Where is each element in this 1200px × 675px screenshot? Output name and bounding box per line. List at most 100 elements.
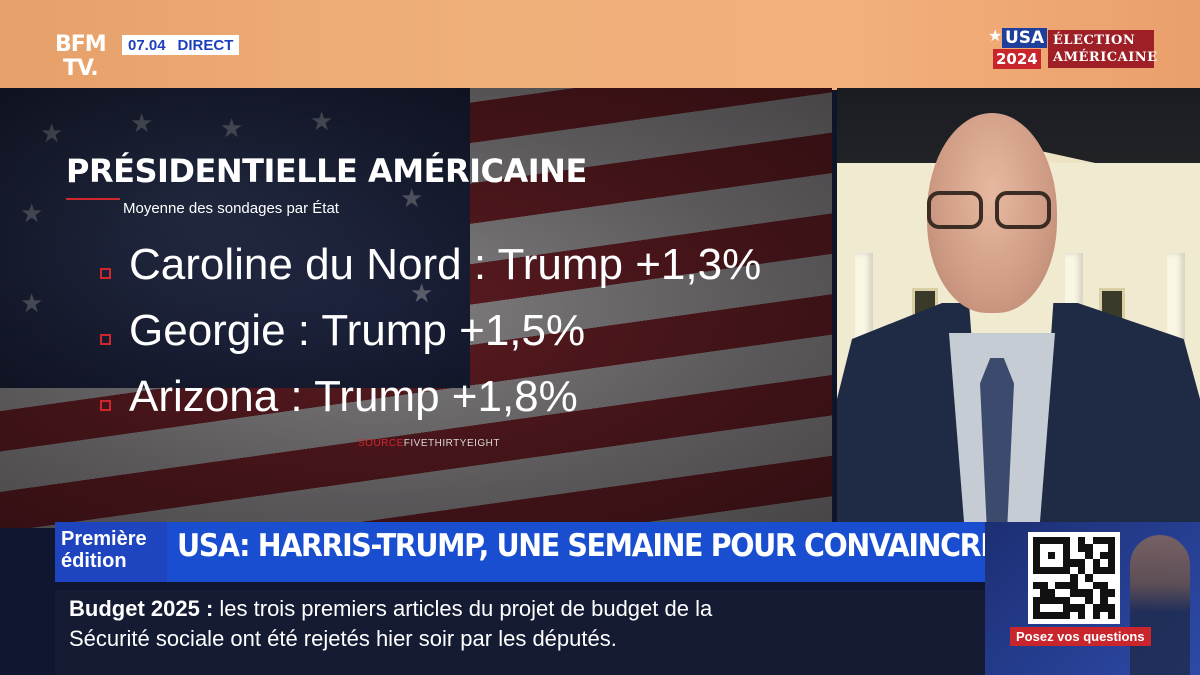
title-rule [66,198,120,200]
qr-module [1077,589,1086,597]
qr-module [1040,611,1048,619]
qr-module [1033,589,1041,597]
poll-item-text: Arizona : Trump +1,8% [129,372,578,421]
poll-list: Caroline du Nord : Trump +1,3% Georgie :… [100,232,761,430]
qr-module [1033,574,1041,582]
qr-module [1070,544,1078,552]
qr-module [1047,611,1056,619]
qr-module [1055,566,1063,575]
qr-module [1107,566,1115,575]
qr-module [1062,574,1071,582]
qr-module [1055,544,1063,552]
qr-module [1062,559,1071,567]
qr-module [1047,566,1056,575]
bullet-icon [100,399,111,411]
qr-module [1085,537,1093,545]
qr-module [1100,596,1108,605]
poll-item: Caroline du Nord : Trump +1,3% [100,232,761,298]
qr-module [1077,596,1086,605]
qr-module [1040,559,1048,567]
qr-module [1047,574,1056,582]
qr-module [1077,544,1086,552]
qr-module [1062,544,1071,552]
qr-module [1077,551,1086,560]
presenter-video [837,88,1200,528]
qr-module [1100,559,1108,567]
qr-module [1055,581,1063,590]
qr-module [1033,551,1041,560]
live-label: DIRECT [177,36,234,54]
qr-module [1092,611,1101,619]
ask-questions-label: Posez vos questions [1010,627,1151,646]
qr-module [1100,566,1108,575]
qr-module [1033,604,1041,612]
live-strip: 07.04 DIRECT [122,35,240,55]
qr-module [1055,596,1063,605]
qr-module [1107,544,1115,552]
qr-module [1070,537,1078,545]
jacket-right [1037,303,1200,528]
qr-module [1047,596,1056,605]
qr-module [1085,551,1093,560]
qr-module [1100,589,1108,597]
ticker-text-2: Sécurité sociale ont été rejetés hier so… [69,626,617,651]
qr-module [1055,559,1063,567]
qr-module [1070,589,1078,597]
poll-item: Arizona : Trump +1,8% [100,364,761,430]
qr-module [1077,537,1086,545]
qr-module [1092,574,1101,582]
bfmtv-logo: BFM TV. [55,33,117,85]
qr-module [1062,551,1071,560]
qr-module [1092,604,1101,612]
source-name: FIVETHIRTYEIGHT [403,438,501,449]
qr-code-icon [1033,537,1115,619]
qr-module [1055,589,1063,597]
bullet-icon [100,267,111,279]
qr-module [1047,537,1056,545]
qr-module [1070,574,1078,582]
qr-module [1047,581,1056,590]
flag-shade [0,88,832,528]
qr-module [1062,581,1071,590]
qr-module [1085,604,1093,612]
logo-line-1: BFM [55,32,107,57]
qr-module [1085,596,1093,605]
qr-module [1055,611,1063,619]
qr-module [1040,551,1048,560]
edition-label: Première édition [55,522,167,582]
tie [980,358,1014,528]
election-line-1: ÉLECTION [1053,33,1136,48]
ticker-text-1: les trois premiers articles du projet de… [219,596,713,621]
ticker-line-1: Budget 2025 : les trois premiers article… [69,594,971,624]
star-icon: ★ [988,28,1003,45]
election-line-2: AMÉRICAINE [1053,50,1158,65]
qr-module [1085,589,1093,597]
qr-module [1107,611,1115,619]
qr-module [1055,551,1063,560]
qr-module [1040,589,1048,597]
qr-module [1085,611,1093,619]
qr-module [1107,589,1115,597]
headline-strip [55,522,985,582]
qr-module [1092,551,1101,560]
qr-module [1100,537,1108,545]
qr-module [1107,604,1115,612]
qr-module [1092,566,1101,575]
qr-module [1047,589,1056,597]
qr-module [1107,551,1115,560]
qr-module [1092,537,1101,545]
qr-code[interactable] [1028,532,1120,624]
qr-module [1040,596,1048,605]
qr-module [1092,544,1101,552]
qr-module [1040,544,1048,552]
qr-module [1062,566,1071,575]
qr-module [1070,611,1078,619]
poll-item: Georgie : Trump +1,5% [100,298,761,364]
qr-module [1092,589,1101,597]
qr-module [1055,537,1063,545]
usa-2024-mark: ★ USA 2024 [988,28,1050,70]
glasses [927,191,1062,229]
qr-module [1070,596,1078,605]
graphic-title: PRÉSIDENTIELLE AMÉRICAINE [66,152,587,190]
qr-module [1100,574,1108,582]
